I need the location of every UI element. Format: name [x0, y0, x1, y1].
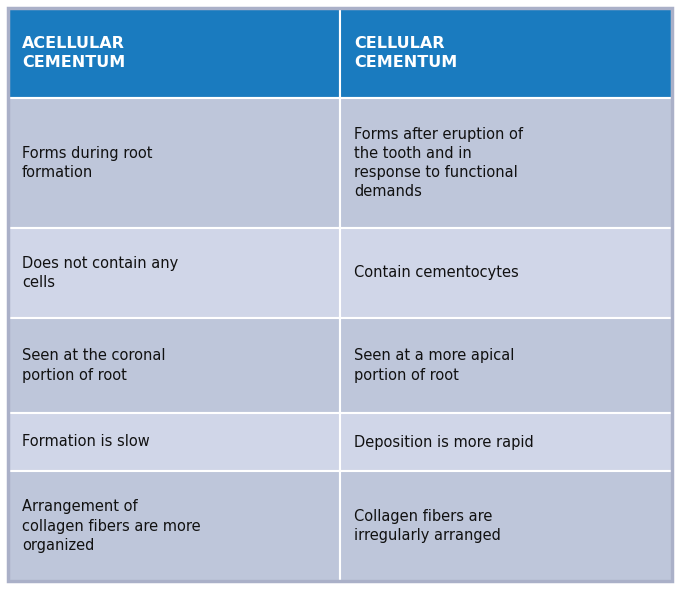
Bar — [8, 98, 340, 228]
Text: Forms after eruption of
the tooth and in
response to functional
demands: Forms after eruption of the tooth and in… — [354, 127, 523, 199]
Text: Deposition is more rapid: Deposition is more rapid — [354, 435, 534, 450]
Bar — [340, 413, 672, 471]
Text: Seen at the coronal
portion of root: Seen at the coronal portion of root — [22, 349, 165, 383]
Bar — [8, 413, 340, 471]
Text: ACELLULAR
CEMENTUM: ACELLULAR CEMENTUM — [22, 36, 125, 70]
Text: Does not contain any
cells: Does not contain any cells — [22, 256, 178, 290]
Bar — [340, 471, 672, 581]
Text: CELLULAR
CEMENTUM: CELLULAR CEMENTUM — [354, 36, 457, 70]
Bar — [340, 8, 672, 98]
Bar — [8, 318, 340, 413]
Text: Collagen fibers are
irregularly arranged: Collagen fibers are irregularly arranged — [354, 509, 501, 543]
Bar — [340, 98, 672, 228]
Text: Contain cementocytes: Contain cementocytes — [354, 266, 519, 281]
Bar — [340, 228, 672, 318]
Text: Arrangement of
collagen fibers are more
organized: Arrangement of collagen fibers are more … — [22, 499, 201, 553]
Text: Seen at a more apical
portion of root: Seen at a more apical portion of root — [354, 349, 514, 383]
Bar — [8, 471, 340, 581]
Text: Forms during root
formation: Forms during root formation — [22, 146, 152, 180]
Bar — [8, 228, 340, 318]
Bar — [340, 318, 672, 413]
Bar — [8, 8, 340, 98]
Text: Formation is slow: Formation is slow — [22, 435, 150, 450]
